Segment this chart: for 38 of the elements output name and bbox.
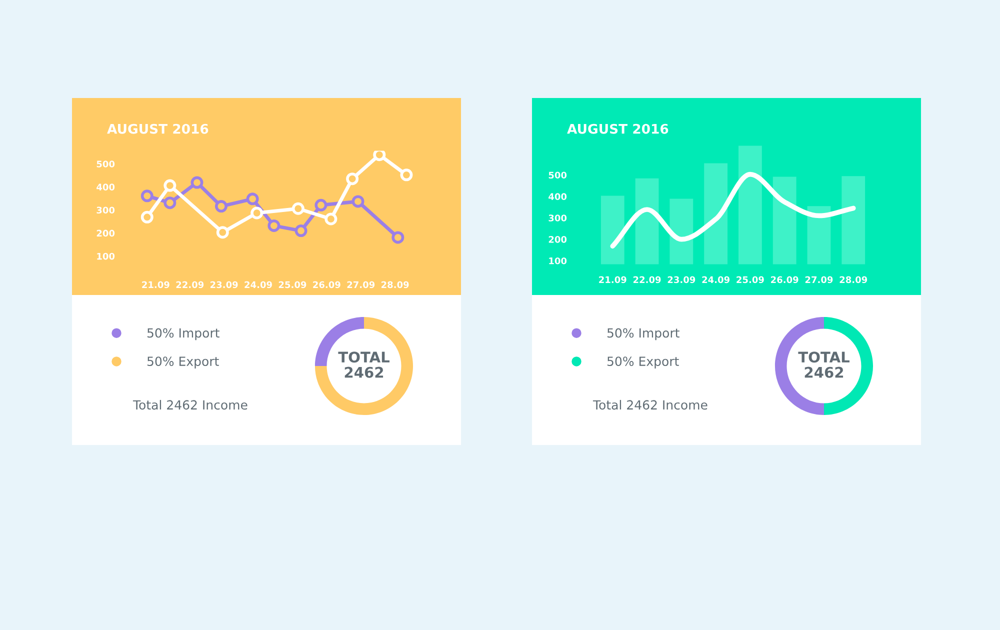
x-tick-label: 26.09 xyxy=(313,281,340,288)
y-tick-label: 100 xyxy=(549,257,567,264)
y-tick-label: 200 xyxy=(96,230,115,237)
x-tick-label: 25.09 xyxy=(736,276,764,284)
y-tick-label: 300 xyxy=(548,214,567,222)
y-tick-label: 500 xyxy=(96,160,115,168)
x-tick-label: 24.09 xyxy=(702,276,730,284)
y-tick-label: 400 xyxy=(96,184,115,190)
x-tick-label: 27.09 xyxy=(347,281,375,288)
x-tick-label: 22.09 xyxy=(633,276,661,284)
line-series xyxy=(610,172,856,249)
donut-slice xyxy=(314,316,414,416)
text: TOTAL 2462 xyxy=(338,352,390,378)
text: TOTAL 2462 xyxy=(798,352,850,378)
chart-title: AUGUST 2016 xyxy=(107,124,208,134)
y-tick-label: 300 xyxy=(96,206,115,214)
y-tick-label: 100 xyxy=(97,252,115,260)
text: Total 2462 Income xyxy=(132,400,248,410)
x-tick-label: 27.09 xyxy=(805,276,833,284)
legend-label: 50% Export xyxy=(147,356,219,368)
y-tick-label: 400 xyxy=(548,193,567,200)
legend-label: 50% Import xyxy=(147,328,220,340)
x-tick-label: 21.09 xyxy=(599,276,626,284)
x-tick-label: 24.09 xyxy=(244,281,272,288)
x-tick-label: 21.09 xyxy=(142,281,170,288)
x-tick-label: 25.09 xyxy=(278,281,306,288)
y-tick-label: 500 xyxy=(548,172,567,179)
legend-label: 50% Export xyxy=(607,356,679,368)
x-tick-label: 26.09 xyxy=(771,276,798,284)
x-tick-label: 23.09 xyxy=(668,276,696,284)
y-tick-label: 200 xyxy=(548,236,567,243)
x-tick-label: 28.09 xyxy=(381,281,409,288)
chart-title: AUGUST 2016 xyxy=(567,124,668,134)
x-tick-label: 28.09 xyxy=(840,276,868,284)
x-tick-label: 22.09 xyxy=(176,281,204,288)
legend-label: 50% Import xyxy=(607,328,680,340)
x-tick-label: 23.09 xyxy=(210,281,238,288)
text: Total 2462 Income xyxy=(592,400,708,410)
